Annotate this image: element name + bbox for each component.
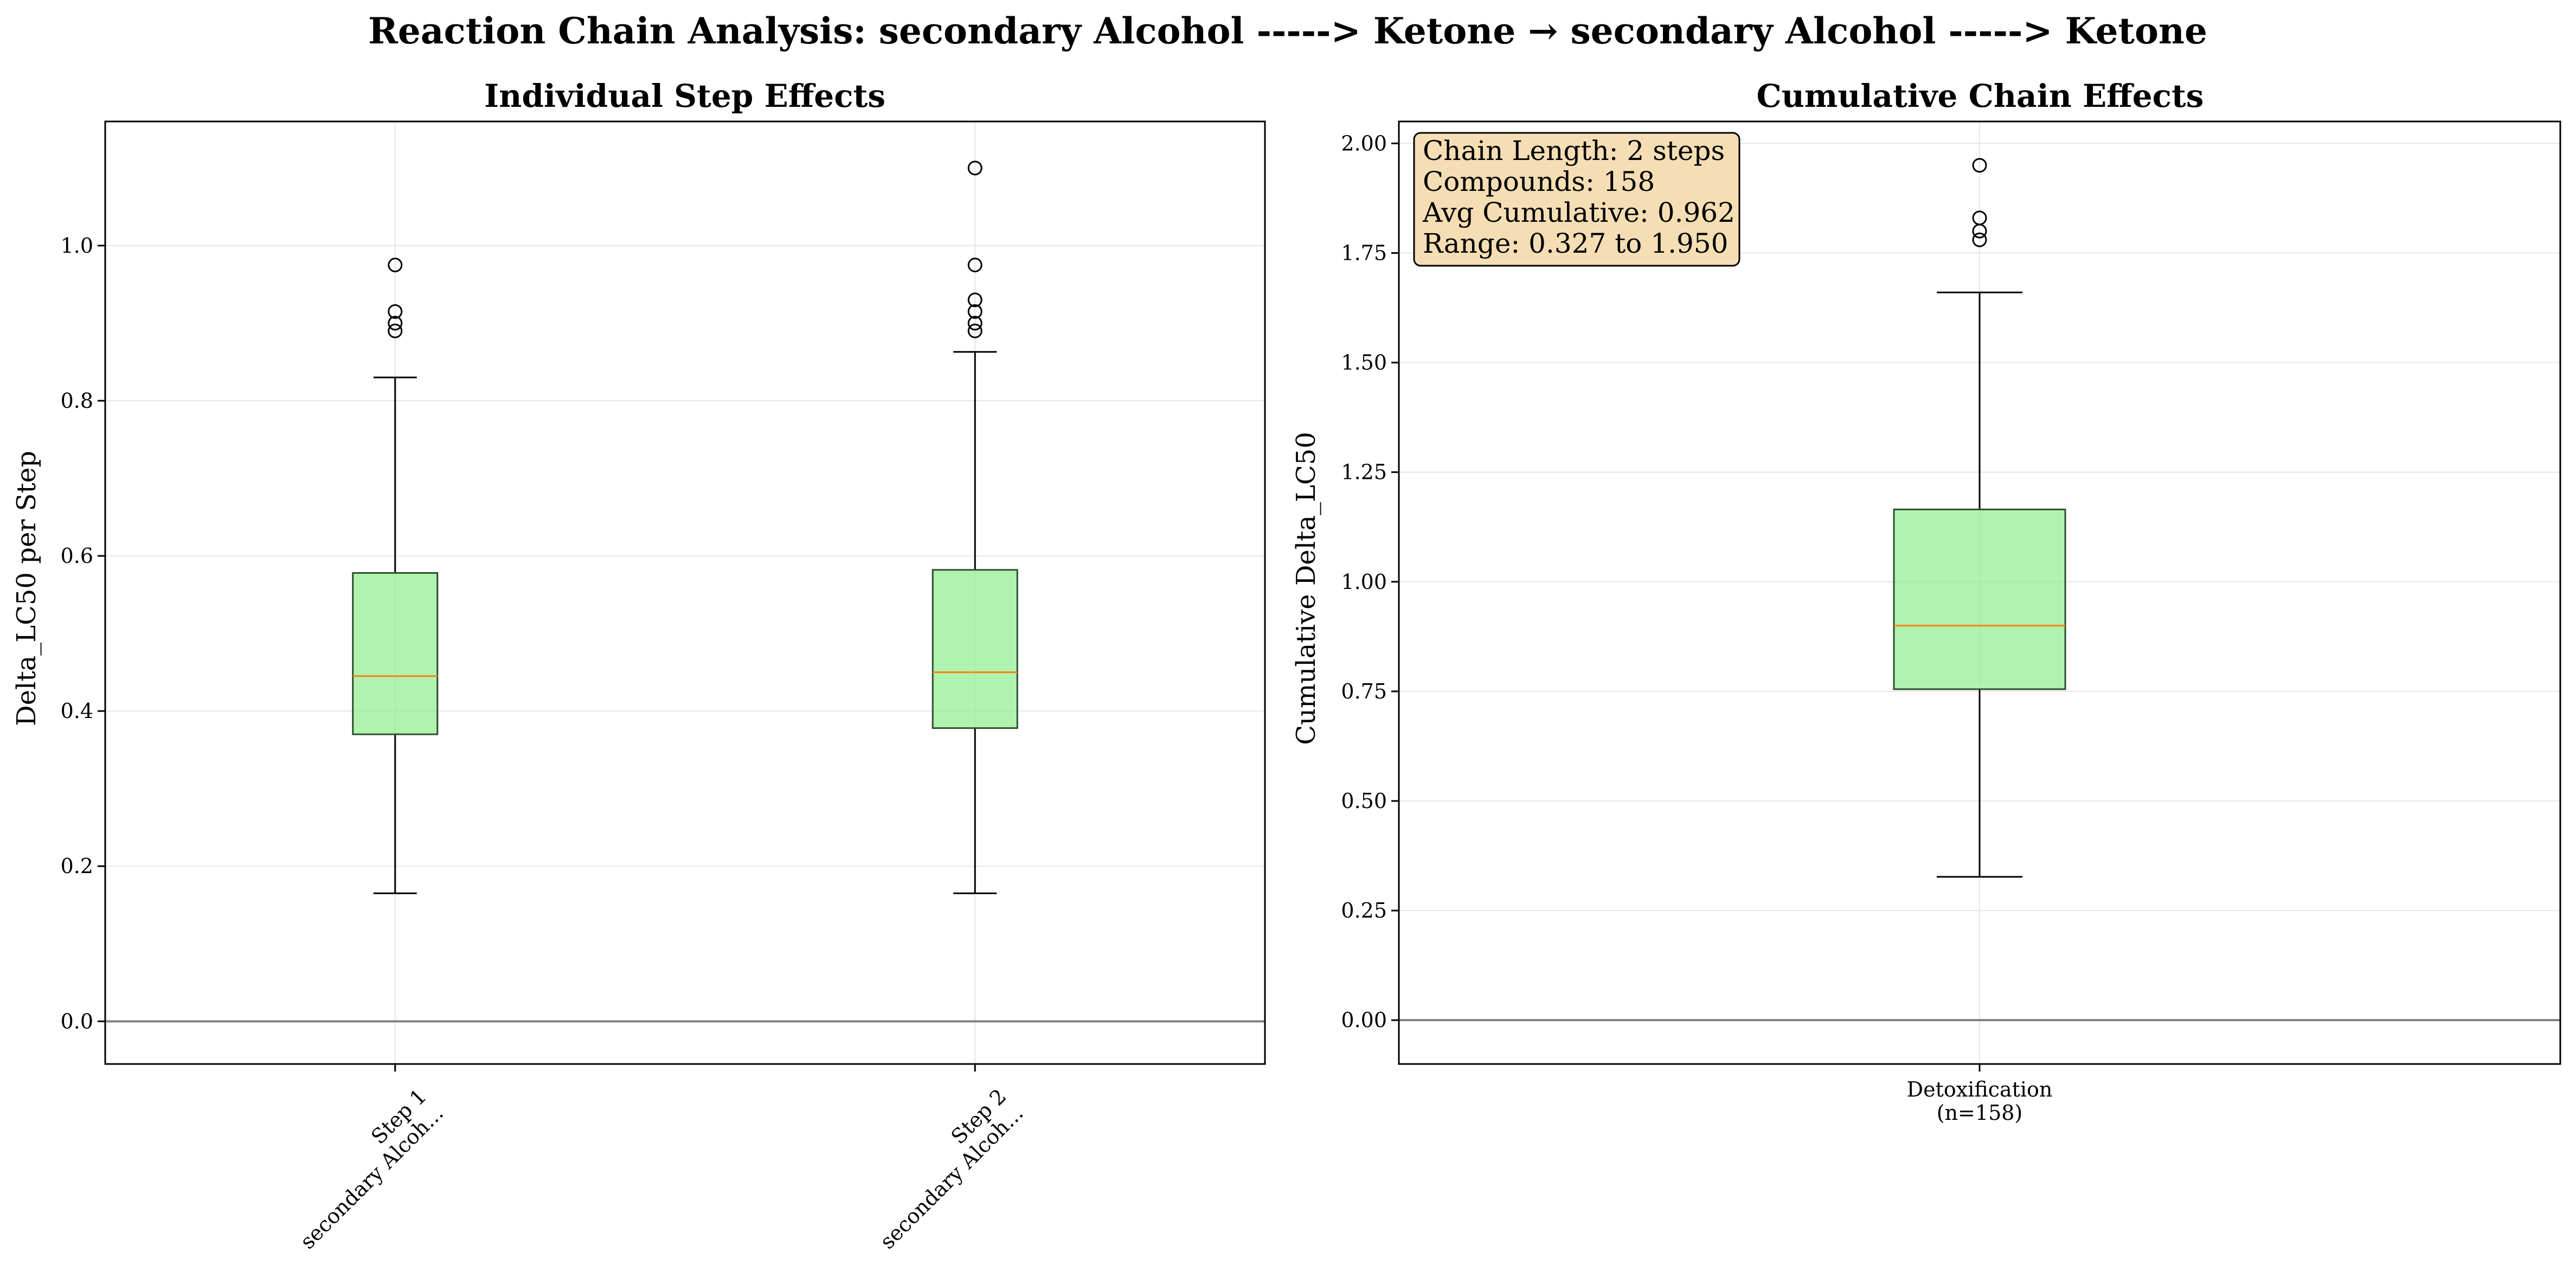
y-tick-label: 0.2	[61, 854, 93, 878]
info-line-avg-cumulative: Avg Cumulative: 0.962	[1422, 197, 1735, 228]
y-axis-label: Cumulative Delta_LC50	[1291, 432, 1321, 745]
x-tick-label-sub: (n=158)	[1937, 1101, 2023, 1125]
panel-title: Cumulative Chain Effects	[1757, 78, 2204, 114]
plot-frame	[1398, 120, 2561, 1065]
outlier-point	[388, 304, 403, 319]
y-tick-label: 1.50	[1341, 351, 1387, 375]
figure-title: Reaction Chain Analysis: secondary Alcoh…	[368, 10, 2207, 52]
y-ticks: 0.00 0.25 0.50 0.75 1.00 1.25 1.50 1.75 2.00	[1341, 131, 1399, 1032]
outlier-point	[967, 161, 982, 176]
outlier-point	[967, 258, 982, 273]
outlier-point	[388, 323, 403, 338]
info-line-chain-length: Chain Length: 2 steps	[1423, 135, 1725, 166]
x-tick-label: Detoxification	[1907, 1078, 2053, 1101]
outlier-point	[1972, 210, 1987, 226]
box-plots	[352, 161, 1018, 894]
y-tick-label: 1.00	[1341, 570, 1387, 594]
iqr-box	[1893, 508, 2066, 690]
y-tick-label: 0.8	[61, 389, 93, 413]
outlier-point	[388, 258, 403, 273]
y-tick-label: 0.0	[61, 1009, 93, 1033]
outlier-point	[1972, 232, 1987, 247]
box-plot-1	[352, 258, 439, 894]
y-tick-label: 0.75	[1341, 680, 1387, 703]
y-axis-label: Delta_LC50 per Step	[11, 451, 42, 726]
outlier-point	[967, 292, 982, 307]
info-box-background	[1413, 132, 1740, 267]
outlier-point	[388, 316, 403, 331]
outlier-point	[967, 316, 982, 331]
info-line-range: Range: 0.327 to 1.950	[1423, 228, 1728, 259]
y-tick-label: 0.25	[1341, 899, 1387, 922]
y-tick-label: 0.4	[61, 699, 93, 723]
iqr-box	[932, 569, 1018, 729]
y-tick-label: 0.6	[61, 544, 93, 568]
y-tick-label: 1.0	[61, 234, 93, 258]
outlier-point	[967, 304, 982, 319]
plot-frame	[104, 120, 1266, 1065]
x-ticks: Detoxification(n=158)	[1907, 1064, 2053, 1125]
panel-title: Individual Step Effects	[484, 78, 885, 114]
info-line-compounds: Compounds: 158	[1423, 166, 1655, 197]
box-plots	[1893, 158, 2066, 878]
box-plot-1	[1893, 158, 2066, 878]
y-ticks: 0.0 0.2 0.4 0.6 0.8 1.0	[61, 234, 105, 1033]
y-tick-label: 1.25	[1341, 460, 1387, 484]
iqr-box	[352, 572, 439, 735]
y-tick-label: 0.50	[1341, 789, 1387, 813]
info-box: Chain Length: 2 steps Compounds: 158 Avg…	[1413, 132, 1740, 267]
box-plot-2	[932, 161, 1018, 894]
y-tick-label: 2.00	[1341, 131, 1387, 155]
panel-cumulative-chain-effects: Cumulative Chain Effects Cumulative Delt…	[1291, 78, 2561, 1125]
outlier-point	[967, 323, 982, 338]
y-tick-label: 1.75	[1341, 241, 1387, 265]
outlier-point	[1972, 158, 1987, 173]
y-tick-label: 0.00	[1341, 1008, 1387, 1032]
